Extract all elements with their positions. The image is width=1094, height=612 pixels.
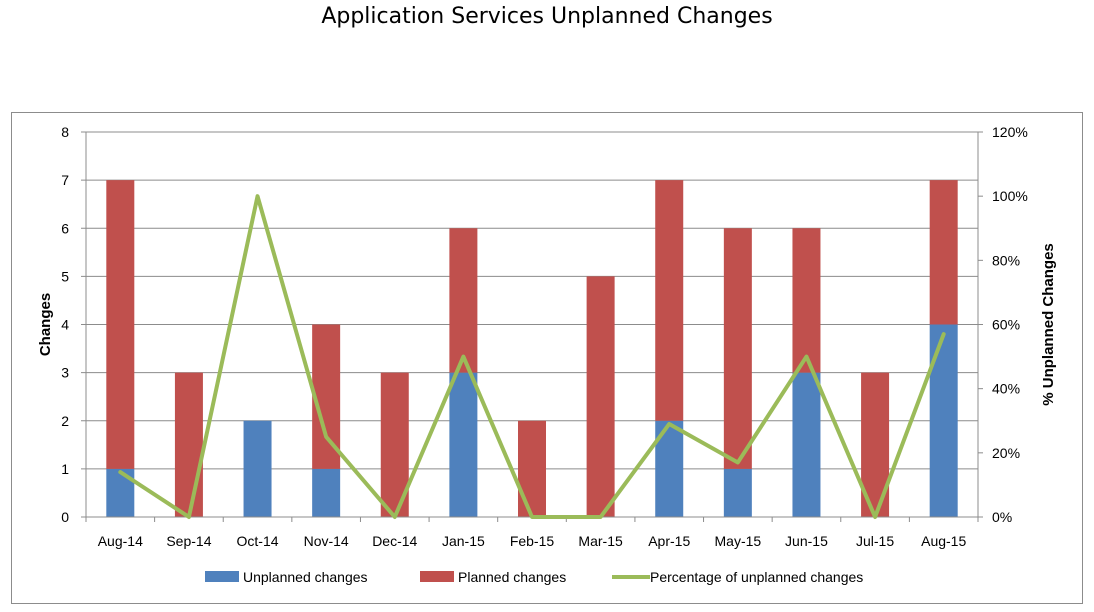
percentage-line — [118, 194, 946, 519]
bar-unplanned — [792, 372, 821, 517]
x-tick-label: Feb-15 — [510, 533, 555, 549]
y-tick-label: 7 — [61, 172, 69, 188]
y2-tick-label: 120% — [992, 124, 1028, 140]
bar-unplanned — [243, 420, 272, 517]
bar-unplanned — [723, 468, 752, 517]
x-tick-label: Nov-14 — [304, 533, 349, 549]
x-tick-label: Aug-15 — [921, 533, 966, 549]
bar-planned — [106, 180, 135, 469]
x-tick-label: Dec-14 — [372, 533, 417, 549]
bar-planned — [449, 228, 478, 373]
chart-title: Application Services Unplanned Changes — [321, 4, 773, 29]
y-tick-label: 2 — [61, 413, 69, 429]
bar-unplanned — [449, 372, 478, 517]
y-tick-label: 5 — [61, 268, 69, 284]
bar-unplanned — [312, 468, 341, 517]
bar-planned — [655, 180, 684, 421]
y2-tick-label: 60% — [992, 317, 1020, 333]
x-tick-label: Jan-15 — [442, 533, 485, 549]
bar-planned — [174, 372, 203, 517]
x-tick-label: May-15 — [715, 533, 762, 549]
x-tick-label: Mar-15 — [578, 533, 623, 549]
x-tick-label: Sep-14 — [166, 533, 211, 549]
y-tick-label: 0 — [61, 509, 69, 525]
bar-planned — [792, 228, 821, 373]
y2-axis-title: % Unplanned Changes — [1040, 243, 1057, 406]
bar-planned — [586, 276, 615, 517]
y-tick-label: 1 — [61, 461, 69, 477]
y-tick-label: 4 — [61, 317, 69, 333]
bar-planned — [723, 228, 752, 469]
bar-planned — [929, 180, 958, 325]
legend-unplanned-label: Unplanned changes — [243, 569, 368, 585]
y-axis-title: Changes — [37, 293, 54, 356]
x-tick-label: Aug-14 — [98, 533, 143, 549]
y-tick-label: 8 — [61, 124, 69, 140]
bar-unplanned — [929, 324, 958, 517]
y2-tick-label: 0% — [992, 509, 1012, 525]
chart-frame — [11, 112, 1083, 604]
y2-tick-label: 100% — [992, 188, 1028, 204]
x-tick-label: Jun-15 — [785, 533, 828, 549]
bar-planned — [518, 420, 546, 517]
bar-unplanned — [106, 468, 135, 517]
x-tick-label: Apr-15 — [648, 533, 690, 549]
legend-percentage-label: Percentage of unplanned changes — [650, 569, 863, 585]
y2-tick-label: 40% — [992, 381, 1020, 397]
x-tick-label: Jul-15 — [856, 533, 894, 549]
y-tick-label: 3 — [61, 365, 69, 381]
y2-tick-label: 20% — [992, 445, 1020, 461]
legend-planned-label: Planned changes — [458, 569, 566, 585]
y2-tick-label: 80% — [992, 252, 1020, 268]
legend-unplanned-swatch — [205, 571, 239, 582]
y-tick-label: 6 — [61, 220, 69, 236]
legend-planned-swatch — [420, 571, 454, 582]
x-tick-label: Oct-14 — [237, 533, 279, 549]
